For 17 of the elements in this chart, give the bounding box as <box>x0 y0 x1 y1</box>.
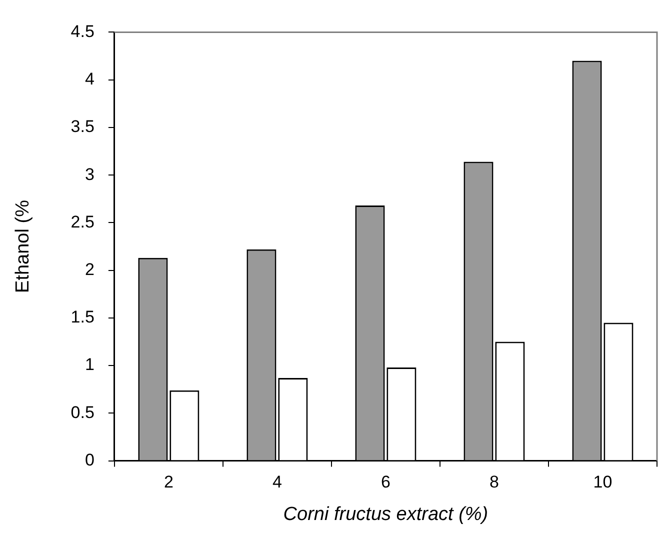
y-tick-label: 0.5 <box>70 402 94 422</box>
y-tick-label: 2.5 <box>70 212 94 232</box>
x-tick-label: 4 <box>272 472 282 492</box>
y-tick-label: 2 <box>84 260 94 279</box>
x-tick-label: 2 <box>164 472 174 492</box>
y-tick-label: 4 <box>84 70 94 89</box>
x-tick-label: 8 <box>489 472 499 492</box>
y-tick-label: 3 <box>84 164 94 184</box>
y-tick-label: 0 <box>84 450 94 470</box>
x-tick-label: 6 <box>380 472 390 492</box>
y-tick-label: 4.5 <box>70 22 94 41</box>
x-axis-title: Corni fructus extract (%) <box>283 504 488 525</box>
x-tick-label: 10 <box>593 472 612 492</box>
y-tick-label: 1 <box>84 355 94 374</box>
y-axis-title: Ethanol (% <box>12 200 34 293</box>
y-tick-label: 3.5 <box>70 117 94 136</box>
y-tick-label: 1.5 <box>70 308 94 327</box>
